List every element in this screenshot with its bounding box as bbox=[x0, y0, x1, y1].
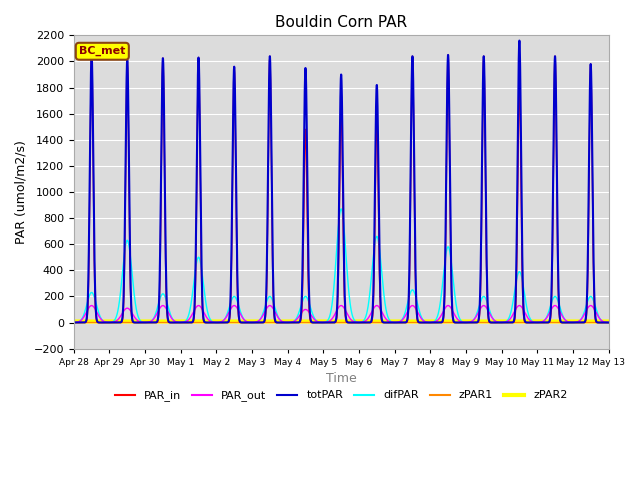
zPAR1 bbox=[491, 320, 499, 325]
zPAR2 bbox=[415, 319, 422, 324]
zPAR1 bbox=[605, 320, 612, 325]
PAR_out bbox=[415, 312, 422, 317]
totPAR bbox=[491, 320, 499, 325]
PAR_out bbox=[184, 317, 192, 323]
zPAR2 bbox=[179, 319, 186, 324]
X-axis label: Time: Time bbox=[326, 372, 356, 385]
totPAR bbox=[179, 320, 186, 325]
zPAR2 bbox=[491, 319, 499, 324]
totPAR bbox=[605, 320, 612, 325]
PAR_out bbox=[587, 303, 595, 309]
zPAR1 bbox=[415, 320, 422, 325]
Legend: PAR_in, PAR_out, totPAR, difPAR, zPAR1, zPAR2: PAR_in, PAR_out, totPAR, difPAR, zPAR1, … bbox=[111, 386, 572, 406]
totPAR bbox=[516, 38, 524, 44]
zPAR1 bbox=[184, 320, 192, 325]
zPAR2 bbox=[184, 319, 192, 324]
zPAR1 bbox=[270, 320, 278, 325]
totPAR bbox=[270, 304, 278, 310]
totPAR bbox=[70, 320, 77, 325]
difPAR bbox=[491, 318, 499, 324]
totPAR bbox=[603, 320, 611, 325]
Y-axis label: PAR (umol/m2/s): PAR (umol/m2/s) bbox=[15, 140, 28, 244]
PAR_in bbox=[88, 52, 95, 58]
PAR_in bbox=[415, 320, 422, 325]
zPAR1 bbox=[179, 320, 186, 325]
PAR_in bbox=[605, 320, 612, 325]
zPAR1 bbox=[603, 320, 611, 325]
PAR_in bbox=[70, 320, 77, 325]
zPAR2 bbox=[70, 319, 77, 324]
Line: difPAR: difPAR bbox=[74, 209, 609, 323]
PAR_out bbox=[70, 320, 77, 325]
PAR_out bbox=[270, 307, 278, 313]
difPAR bbox=[337, 206, 345, 212]
zPAR2 bbox=[270, 319, 278, 324]
difPAR bbox=[605, 320, 612, 325]
PAR_out bbox=[179, 320, 186, 325]
Line: PAR_in: PAR_in bbox=[74, 55, 609, 323]
zPAR2 bbox=[605, 319, 612, 324]
difPAR bbox=[603, 320, 611, 325]
zPAR1 bbox=[70, 320, 77, 325]
PAR_in bbox=[184, 320, 192, 325]
PAR_in bbox=[603, 320, 611, 325]
difPAR bbox=[270, 301, 278, 307]
PAR_out bbox=[603, 320, 611, 325]
difPAR bbox=[184, 313, 192, 319]
Text: BC_met: BC_met bbox=[79, 46, 125, 56]
totPAR bbox=[415, 319, 422, 325]
Line: PAR_out: PAR_out bbox=[74, 306, 609, 323]
PAR_out bbox=[491, 318, 499, 324]
Line: totPAR: totPAR bbox=[74, 41, 609, 323]
PAR_in bbox=[179, 320, 186, 325]
totPAR bbox=[184, 320, 192, 325]
difPAR bbox=[70, 320, 77, 325]
Title: Bouldin Corn PAR: Bouldin Corn PAR bbox=[275, 15, 407, 30]
difPAR bbox=[179, 319, 186, 325]
difPAR bbox=[415, 306, 422, 312]
PAR_in bbox=[491, 320, 499, 325]
PAR_in bbox=[270, 312, 278, 318]
zPAR2 bbox=[603, 319, 611, 324]
PAR_out bbox=[605, 320, 612, 325]
